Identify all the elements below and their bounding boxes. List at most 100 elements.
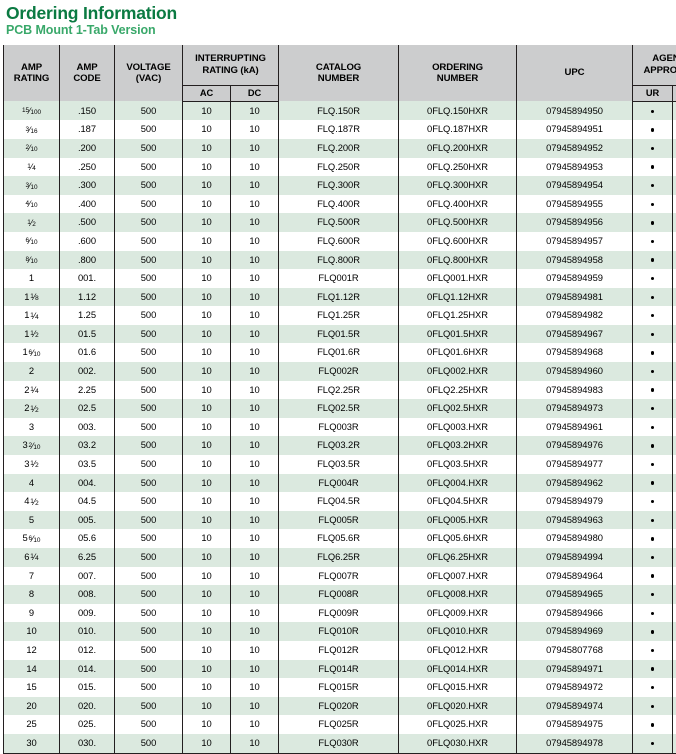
cell-voltage: 500 [115,288,183,307]
cell-amp-code: 015. [60,678,115,697]
cell-ordering-number: 0FLQ03.2HXR [399,436,517,455]
cell-ur-approval [633,715,673,734]
cell-ce-approval [673,604,676,623]
cell-upc: 07945894954 [517,176,633,195]
cell-ordering-number: 0FLQ2.25HXR [399,381,517,400]
interrupting-line1: INTERRUPTING [183,53,278,64]
cell-upc: 07945894972 [517,678,633,697]
approval-dot-icon [651,723,654,726]
cell-voltage: 500 [115,418,183,437]
cell-ac-rating: 10 [183,232,231,251]
cell-upc: 07945894961 [517,418,633,437]
cell-dc-rating: 10 [231,120,279,139]
cell-catalog-number: FLQ.187R [279,120,399,139]
cell-amp-code: .150 [60,101,115,120]
cell-catalog-number: FLQ007R [279,567,399,586]
cell-ordering-number: 0FLQ.300HXR [399,176,517,195]
cell-upc: 07945894957 [517,232,633,251]
cell-amp-code: .250 [60,158,115,177]
cell-amp-rating: 25 [4,715,60,734]
cell-ordering-number: 0FLQ012.HXR [399,641,517,660]
ordering-information-page: Ordering Information PCB Mount 1-Tab Ver… [0,0,676,703]
cell-dc-rating: 10 [231,604,279,623]
cell-ac-rating: 10 [183,101,231,120]
cell-ordering-number: 0FLQ02.5HXR [399,399,517,418]
cell-amp-rating: 4 1⁄2 [4,492,60,511]
cell-voltage: 500 [115,529,183,548]
col-header-voltage: VOLTAGE (VAC) [115,45,183,102]
cell-upc: 07945894978 [517,734,633,753]
cell-amp-rating: 5 [4,511,60,530]
approval-dot-icon [651,110,654,113]
cell-upc: 07945894979 [517,492,633,511]
cell-ordering-number: 0FLQ05.6HXR [399,529,517,548]
approval-dot-icon [651,444,654,447]
title-block: Ordering Information PCB Mount 1-Tab Ver… [0,0,676,38]
cell-ac-rating: 10 [183,548,231,567]
cell-amp-rating: 15⁄100 [4,101,60,120]
cell-ordering-number: 0FLQ.800HXR [399,251,517,270]
cell-dc-rating: 10 [231,678,279,697]
cell-ur-approval [633,734,673,753]
cell-voltage: 500 [115,399,183,418]
cell-ac-rating: 10 [183,529,231,548]
cell-amp-code: 030. [60,734,115,753]
cell-ur-approval [633,548,673,567]
cell-amp-code: 008. [60,585,115,604]
cell-catalog-number: FLQ.250R [279,158,399,177]
cell-ce-approval [673,362,676,381]
cell-voltage: 500 [115,232,183,251]
cell-ur-approval [633,176,673,195]
cell-dc-rating: 10 [231,399,279,418]
cell-dc-rating: 10 [231,455,279,474]
cell-amp-rating: 3 [4,418,60,437]
cell-dc-rating: 10 [231,176,279,195]
cell-catalog-number: FLQ010R [279,622,399,641]
cell-ce-approval [673,734,676,753]
cell-amp-code: .500 [60,213,115,232]
cell-upc: 07945894974 [517,697,633,716]
cell-voltage: 500 [115,101,183,120]
table-header: AMP RATING AMP CODE VOLTAGE (VAC) INTERR… [4,45,676,102]
cell-ce-approval [673,343,676,362]
cell-ur-approval [633,120,673,139]
cell-upc: 07945894956 [517,213,633,232]
cell-ac-rating: 10 [183,436,231,455]
cell-amp-code: 04.5 [60,492,115,511]
cell-dc-rating: 10 [231,306,279,325]
cell-amp-rating: 8 [4,585,60,604]
cell-ce-approval [673,622,676,641]
cell-catalog-number: FLQ01.5R [279,325,399,344]
amp-rating-line1: AMP [4,62,59,73]
approval-dot-icon [651,667,654,670]
cell-voltage: 500 [115,158,183,177]
cell-dc-rating: 10 [231,567,279,586]
cell-voltage: 500 [115,734,183,753]
cell-dc-rating: 10 [231,715,279,734]
cell-ce-approval [673,195,676,214]
cell-ur-approval [633,622,673,641]
approval-dot-icon [651,314,654,317]
ordering-table: AMP RATING AMP CODE VOLTAGE (VAC) INTERR… [3,45,676,754]
cell-upc: 07945894994 [517,548,633,567]
cell-ur-approval [633,139,673,158]
cell-ur-approval [633,492,673,511]
cell-catalog-number: FLQ030R [279,734,399,753]
approval-dot-icon [651,184,654,187]
cell-dc-rating: 10 [231,101,279,120]
cell-ordering-number: 0FLQ014.HXR [399,660,517,679]
cell-ac-rating: 10 [183,120,231,139]
cell-amp-code: 01.5 [60,325,115,344]
cell-dc-rating: 10 [231,585,279,604]
cell-catalog-number: FLQ1.12R [279,288,399,307]
cell-ur-approval [633,697,673,716]
